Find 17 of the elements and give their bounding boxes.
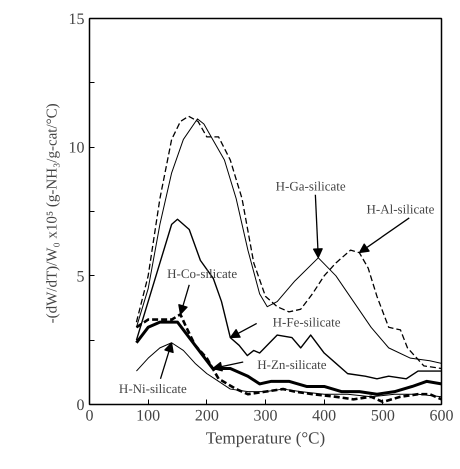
y-axis-title: -(dW/dT)/W₀ x10⁵ (g-NH₃/g-cat/°C) [44,103,60,324]
y-tick-label: 15 [68,11,84,28]
annotation: H-Ga-silicate [276,178,346,194]
y-tick-label: 5 [76,268,84,286]
annotation: H-Al-silicate [366,201,435,216]
annotation: H-Fe-silicate [272,314,341,330]
x-tick-label: 500 [370,408,395,424]
annotation: H-Ni-silicate [118,381,188,396]
x-tick-label: 300 [254,408,278,424]
x-tick-label: 600 [430,408,454,424]
x-tick-label: 400 [312,408,336,424]
x-axis-title: Temperature (°C) [206,428,326,448]
x-tick-label: 200 [194,408,219,424]
y-tick-label: 10 [68,140,84,157]
x-tick-label: 100 [136,408,160,424]
annotation: H-Zn-silicate [257,357,327,372]
y-tick-label: 0 [76,397,84,414]
